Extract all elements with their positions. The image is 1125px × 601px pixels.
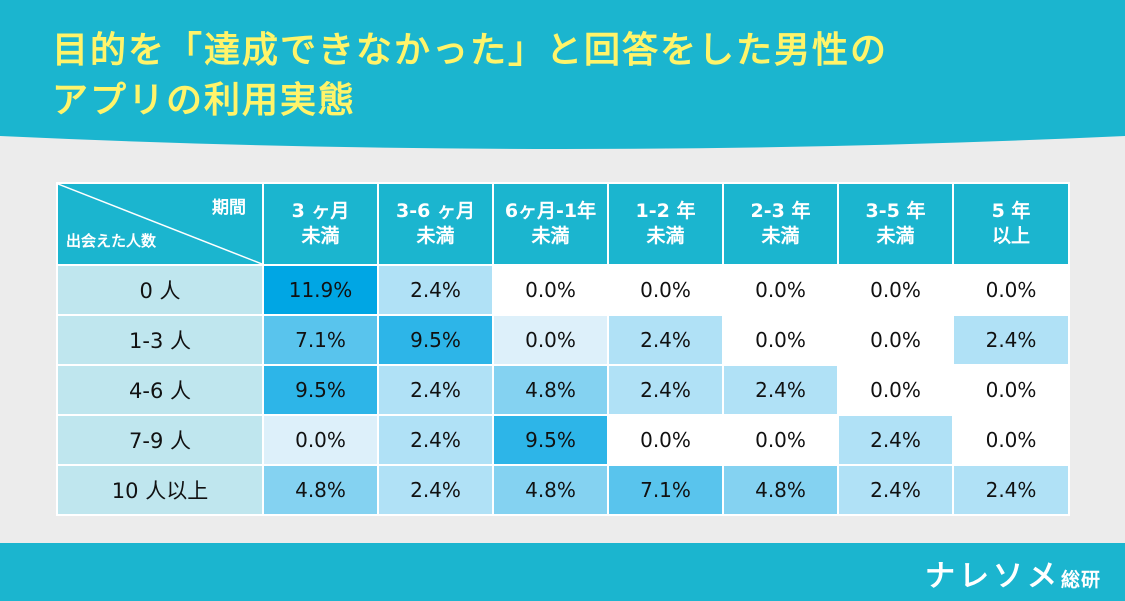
heatmap-cell: 0.0% xyxy=(722,314,839,366)
heatmap-cell: 2.4% xyxy=(607,364,724,416)
heatmap-cell: 0.0% xyxy=(607,414,724,466)
row-label: 1-3 人 xyxy=(56,314,264,366)
column-header-row: 期間 出会えた人数 3 ヶ月 未満 3-6 ヶ月 未満 6ヶ月-1年 未満 1-2 年… xyxy=(56,182,1070,266)
heatmap-cell: 0.0% xyxy=(607,264,724,316)
heatmap-cell: 11.9% xyxy=(262,264,379,316)
header-background xyxy=(0,0,1125,149)
heatmap-cell: 9.5% xyxy=(492,414,609,466)
heatmap-cell: 2.4% xyxy=(377,414,494,466)
corner-label-period: 期間 xyxy=(212,198,246,218)
heatmap-cell: 7.1% xyxy=(262,314,379,366)
heatmap-cell: 0.0% xyxy=(492,264,609,316)
table-row: 0 人 11.9% 2.4% 0.0% 0.0% 0.0% 0.0% 0.0% xyxy=(56,264,1070,316)
row-label: 7-9 人 xyxy=(56,414,264,466)
heatmap-cell: 2.4% xyxy=(952,314,1070,366)
column-header: 3-6 ヶ月 未満 xyxy=(377,182,494,266)
heatmap-cell: 0.0% xyxy=(952,264,1070,316)
row-label: 0 人 xyxy=(56,264,264,316)
heatmap-table: 期間 出会えた人数 3 ヶ月 未満 3-6 ヶ月 未満 6ヶ月-1年 未満 1-2 年… xyxy=(56,182,1070,516)
column-header: 2-3 年未満 xyxy=(722,182,839,266)
column-header: 3-5 年未満 xyxy=(837,182,954,266)
heatmap-cell: 2.4% xyxy=(377,464,494,516)
logo-main: ナレソメ xyxy=(924,559,1061,594)
heatmap-cell: 0.0% xyxy=(952,364,1070,416)
table-row: 7-9 人 0.0% 2.4% 9.5% 0.0% 0.0% 2.4% 0.0% xyxy=(56,414,1070,466)
heatmap-cell: 2.4% xyxy=(377,264,494,316)
heatmap-body: 0 人 11.9% 2.4% 0.0% 0.0% 0.0% 0.0% 0.0% 1-3 人 7.1… xyxy=(56,264,1070,516)
heatmap-cell: 4.8% xyxy=(722,464,839,516)
heatmap-cell: 0.0% xyxy=(262,414,379,466)
heatmap-cell: 2.4% xyxy=(377,364,494,416)
title-line-1: 目的を「達成できなかった」と回答をした男性の xyxy=(52,30,889,71)
title-line-2: アプリの利用実態 xyxy=(52,80,357,121)
heatmap-cell: 0.0% xyxy=(837,364,954,416)
row-label: 4-6 人 xyxy=(56,364,264,416)
heatmap-cell: 4.8% xyxy=(262,464,379,516)
table-row: 10 人以上 4.8% 2.4% 4.8% 7.1% 4.8% 2.4% 2.4% xyxy=(56,464,1070,516)
corner-cell: 期間 出会えた人数 xyxy=(56,182,264,266)
heatmap-cell: 2.4% xyxy=(837,464,954,516)
column-header: 6ヶ月-1年 未満 xyxy=(492,182,609,266)
table-row: 1-3 人 7.1% 9.5% 0.0% 2.4% 0.0% 0.0% 2.4% xyxy=(56,314,1070,366)
heatmap-cell: 4.8% xyxy=(492,364,609,416)
column-header: 1-2 年未満 xyxy=(607,182,724,266)
corner-diagonal xyxy=(58,184,262,264)
heatmap-cell: 7.1% xyxy=(607,464,724,516)
table-row: 4-6 人 9.5% 2.4% 4.8% 2.4% 2.4% 0.0% 0.0% xyxy=(56,364,1070,416)
column-header: 5 年以上 xyxy=(952,182,1070,266)
corner-label-people-met: 出会えた人数 xyxy=(66,232,157,250)
heatmap-cell: 4.8% xyxy=(492,464,609,516)
heatmap-cell: 0.0% xyxy=(837,264,954,316)
heatmap-cell: 2.4% xyxy=(607,314,724,366)
heatmap-cell: 2.4% xyxy=(952,464,1070,516)
header-banner: 目的を「達成できなかった」と回答をした男性の アプリの利用実態 xyxy=(0,0,1125,160)
logo-sub: 総研 xyxy=(1060,569,1101,591)
chart-title: 目的を「達成できなかった」と回答をした男性の アプリの利用実態 xyxy=(52,26,1092,126)
heatmap-cell: 0.0% xyxy=(952,414,1070,466)
heatmap-cell: 0.0% xyxy=(492,314,609,366)
heatmap-cell: 2.4% xyxy=(722,364,839,416)
footer-bar: ナレソメ総研 xyxy=(0,543,1125,601)
heatmap-cell: 0.0% xyxy=(722,414,839,466)
heatmap-cell: 0.0% xyxy=(722,264,839,316)
heatmap-cell: 9.5% xyxy=(262,364,379,416)
row-label: 10 人以上 xyxy=(56,464,264,516)
heatmap-cell: 2.4% xyxy=(837,414,954,466)
heatmap-cell: 9.5% xyxy=(377,314,494,366)
column-header: 3 ヶ月 未満 xyxy=(262,182,379,266)
brand-logo: ナレソメ総研 xyxy=(925,551,1101,595)
heatmap-cell: 0.0% xyxy=(837,314,954,366)
